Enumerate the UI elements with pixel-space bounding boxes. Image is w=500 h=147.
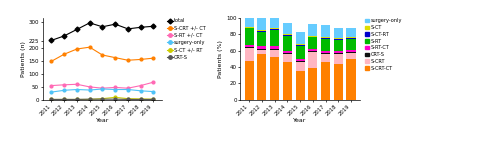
- Bar: [270, 29, 279, 30]
- Bar: [258, 32, 266, 46]
- Bar: [244, 47, 254, 48]
- Bar: [270, 46, 279, 49]
- Bar: [244, 27, 254, 28]
- Legend: total, S-CRT +/- CT, S-RT +/- CT, surgery-only, S-CT +/- RT, CRT-S: total, S-CRT +/- CT, S-RT +/- CT, surger…: [167, 19, 206, 60]
- Bar: [244, 16, 254, 27]
- Bar: [321, 25, 330, 37]
- Bar: [334, 40, 343, 51]
- Bar: [334, 51, 343, 53]
- Y-axis label: Patients (n): Patients (n): [21, 41, 26, 77]
- Bar: [308, 51, 318, 52]
- Bar: [244, 61, 254, 100]
- Bar: [321, 54, 330, 62]
- Bar: [283, 51, 292, 53]
- Bar: [270, 57, 279, 100]
- X-axis label: Year: Year: [294, 118, 307, 123]
- Bar: [270, 50, 279, 57]
- Bar: [346, 37, 356, 38]
- Bar: [334, 64, 343, 100]
- Bar: [321, 62, 330, 100]
- Bar: [308, 49, 318, 51]
- Bar: [258, 18, 266, 30]
- Bar: [308, 24, 318, 36]
- X-axis label: Year: Year: [96, 118, 109, 123]
- Bar: [308, 52, 318, 68]
- Bar: [258, 54, 266, 100]
- Bar: [321, 53, 330, 54]
- Bar: [244, 28, 254, 45]
- Bar: [346, 27, 356, 37]
- Bar: [296, 44, 304, 45]
- Bar: [296, 45, 304, 46]
- Bar: [296, 32, 304, 44]
- Bar: [283, 54, 292, 62]
- Bar: [244, 48, 254, 61]
- Bar: [334, 27, 343, 38]
- Bar: [283, 23, 292, 34]
- Bar: [346, 52, 356, 53]
- Bar: [283, 36, 292, 51]
- Bar: [270, 16, 279, 28]
- Bar: [258, 46, 266, 49]
- Bar: [270, 49, 279, 50]
- Bar: [296, 59, 304, 61]
- Bar: [258, 49, 266, 50]
- Bar: [346, 39, 356, 50]
- Bar: [346, 53, 356, 59]
- Bar: [270, 30, 279, 46]
- Legend: surgery-only, S-CT, S-CT-RT, S-RT, S-RT-CT, CRT-S, S-CRT, S-CRT-CT: surgery-only, S-CT, S-CT-RT, S-RT, S-RT-…: [365, 19, 402, 71]
- Bar: [308, 36, 318, 37]
- Bar: [283, 53, 292, 54]
- Bar: [346, 50, 356, 52]
- Bar: [244, 45, 254, 47]
- Bar: [321, 38, 330, 39]
- Bar: [346, 59, 356, 100]
- Bar: [308, 37, 318, 49]
- Bar: [346, 38, 356, 39]
- Bar: [321, 39, 330, 51]
- Bar: [296, 62, 304, 71]
- Bar: [321, 51, 330, 53]
- Bar: [258, 50, 266, 54]
- Bar: [283, 62, 292, 100]
- Bar: [258, 30, 266, 31]
- Bar: [296, 46, 304, 59]
- Bar: [296, 61, 304, 62]
- Bar: [270, 28, 279, 29]
- Bar: [321, 37, 330, 38]
- Bar: [308, 68, 318, 100]
- Bar: [334, 53, 343, 54]
- Bar: [334, 54, 343, 64]
- Y-axis label: Patients (%): Patients (%): [218, 40, 224, 78]
- Bar: [296, 71, 304, 100]
- Bar: [283, 34, 292, 35]
- Bar: [283, 35, 292, 36]
- Bar: [334, 39, 343, 40]
- Bar: [334, 38, 343, 39]
- Bar: [258, 31, 266, 32]
